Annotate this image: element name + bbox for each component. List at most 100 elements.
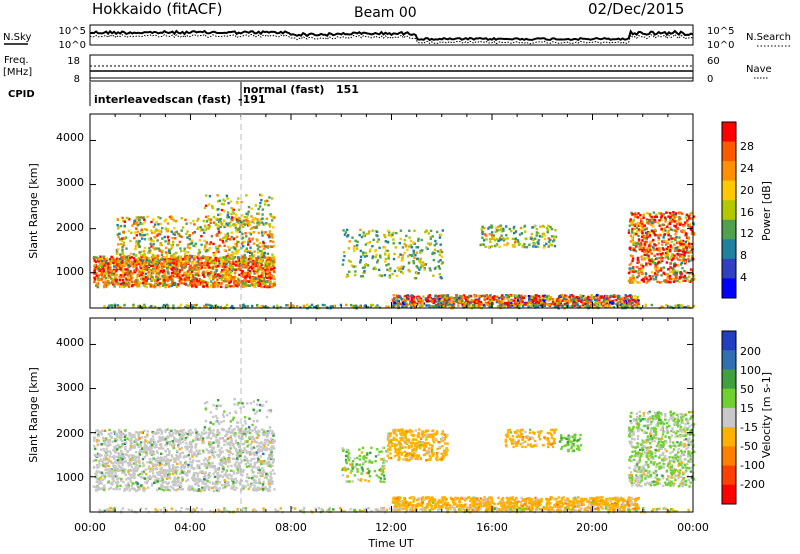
scatter-cell — [383, 233, 386, 237]
scatter-cell — [429, 236, 432, 239]
scatter-cell — [203, 228, 207, 231]
scatter-cell — [108, 271, 111, 274]
scatter-cell — [194, 255, 197, 258]
scatter-cell — [444, 304, 447, 308]
scatter-cell — [235, 218, 239, 221]
scatter-cell — [249, 280, 253, 283]
scatter-cell — [113, 457, 116, 460]
scatter-cell — [170, 256, 174, 259]
scatter-cell — [136, 258, 139, 261]
scatter-cell — [272, 305, 276, 308]
scatter-cell — [655, 257, 659, 260]
scatter-cell — [676, 270, 679, 273]
scatter-cell — [365, 254, 369, 258]
scatter-cell — [632, 223, 636, 226]
scatter-cell — [438, 298, 441, 301]
scatter-cell — [684, 262, 687, 265]
scatter-cell — [640, 255, 643, 258]
scatter-cell — [654, 278, 658, 281]
scatter-cell — [408, 229, 411, 232]
scatter-cell — [93, 272, 97, 275]
scatter-cell — [674, 233, 677, 236]
scatter-cell — [662, 230, 665, 233]
scatter-cell — [673, 254, 676, 257]
scatter-cell — [110, 255, 113, 259]
scatter-cell — [132, 265, 135, 269]
scatter-cell — [102, 269, 105, 273]
scatter-cell — [529, 237, 533, 240]
scatter-cell — [666, 272, 670, 276]
scatter-cell — [346, 274, 350, 278]
scatter-cell — [193, 223, 196, 226]
scatter-cell — [107, 281, 111, 285]
scatter-cell — [202, 432, 205, 436]
scatter-cell — [579, 300, 583, 303]
scatter-cell — [258, 282, 261, 285]
scatter-cell — [398, 241, 401, 245]
scatter-cell — [174, 255, 177, 258]
scatter-cell — [115, 446, 118, 450]
scatter-cell — [654, 220, 657, 224]
scatter-cell — [632, 275, 635, 278]
scatter-cell — [247, 240, 250, 244]
scatter-cell — [156, 234, 159, 237]
scatter-cell — [537, 232, 540, 235]
scatter-cell — [163, 278, 166, 282]
scatter-cell — [450, 296, 454, 299]
scatter-cell — [624, 294, 627, 297]
scatter-cell — [663, 279, 666, 282]
scatter-cell — [136, 273, 139, 277]
scatter-cell — [687, 258, 690, 261]
scatter-cell — [684, 240, 687, 243]
scatter-cell — [426, 247, 429, 250]
scatter-cell — [158, 285, 161, 288]
scatter-cell — [116, 283, 119, 286]
scatter-cell — [110, 274, 113, 277]
scatter-cell — [131, 260, 134, 264]
scatter-cell — [218, 199, 221, 202]
scatter-cell — [218, 481, 222, 484]
scatter-cell — [471, 304, 475, 307]
scatter-cell — [249, 220, 252, 224]
scatter-cell — [135, 264, 138, 267]
scatter-cell — [235, 262, 238, 266]
scatter-cell — [196, 256, 199, 259]
scatter-cell — [419, 251, 422, 254]
scatter-cell — [193, 256, 196, 260]
scatter-cell — [197, 283, 201, 286]
scatter-cell — [134, 254, 138, 257]
scatter-cell — [371, 256, 374, 260]
scatter-cell — [680, 242, 683, 246]
scatter-cell — [238, 219, 241, 222]
scatter-cell — [160, 281, 164, 285]
scatter-cell — [166, 251, 170, 255]
scatter-cell — [216, 234, 219, 237]
scatter-cell — [548, 303, 551, 307]
scatter-cell — [551, 298, 554, 301]
scatter-cell — [121, 278, 125, 282]
scatter-cell — [187, 251, 190, 254]
scatter-cell — [631, 298, 634, 302]
scatter-cell — [178, 270, 181, 274]
scatter-cell — [640, 278, 644, 282]
scatter-cell — [403, 303, 406, 306]
scatter-cell — [681, 304, 684, 307]
scatter-cell — [202, 285, 205, 288]
scatter-cell — [627, 271, 631, 275]
scatter-cell — [164, 227, 168, 230]
scatter-cell — [234, 226, 237, 229]
scatter-cell — [412, 251, 415, 255]
scatter-cell — [640, 224, 643, 227]
scatter-cell — [210, 235, 214, 238]
scatter-cell — [232, 285, 236, 288]
scatter-cell — [156, 260, 159, 263]
colorbar-swatch — [722, 141, 736, 162]
scatter-cell — [226, 224, 229, 227]
scatter-cell — [622, 300, 626, 303]
scatter-cell — [684, 221, 687, 224]
scatter-cell — [363, 270, 366, 273]
scatter-cell — [492, 236, 495, 239]
scatter-cell — [490, 245, 494, 248]
scatter-cell — [145, 285, 148, 289]
scatter-cell — [253, 250, 256, 253]
